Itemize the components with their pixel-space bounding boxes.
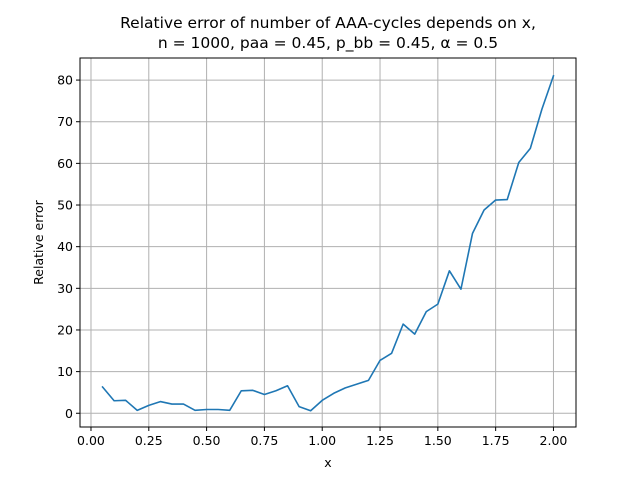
ticks: 0.00 0.25 0.50 0.75 1.00 1.25 1.50 1.75 2.00 0 10 2…	[57, 73, 567, 448]
x-tick-label: 0.50	[193, 433, 221, 448]
y-tick-label: 40	[57, 239, 73, 254]
x-tick-label: 0.00	[77, 433, 105, 448]
chart-title-line-2: n = 1000, paa = 0.45, p_bb = 0.45, α = 0…	[158, 34, 498, 53]
x-tick-label: 1.75	[482, 433, 510, 448]
y-axis-label: Relative error	[31, 199, 46, 285]
plot-area	[101, 74, 555, 412]
x-tick-label: 1.25	[366, 433, 394, 448]
y-tick-label: 70	[57, 114, 73, 129]
axes-frame	[79, 57, 577, 428]
y-tick-label: 10	[57, 364, 73, 379]
series-line	[101, 74, 555, 412]
x-tick-label: 0.25	[135, 433, 163, 448]
x-tick-label: 0.75	[250, 433, 278, 448]
y-tick-label: 0	[65, 406, 73, 421]
grid	[80, 58, 576, 427]
x-axis-label: x	[324, 455, 331, 470]
y-tick-label: 50	[57, 198, 73, 213]
x-tick-label: 2.00	[540, 433, 568, 448]
x-tick-label: 1.50	[424, 433, 452, 448]
chart-title-line-1: Relative error of number of AAA-cycles d…	[120, 14, 536, 32]
y-tick-label: 20	[57, 322, 73, 337]
y-tick-label: 60	[57, 156, 73, 171]
x-tick-label: 1.00	[308, 433, 336, 448]
y-tick-label: 30	[57, 281, 73, 296]
y-tick-label: 80	[57, 73, 73, 88]
